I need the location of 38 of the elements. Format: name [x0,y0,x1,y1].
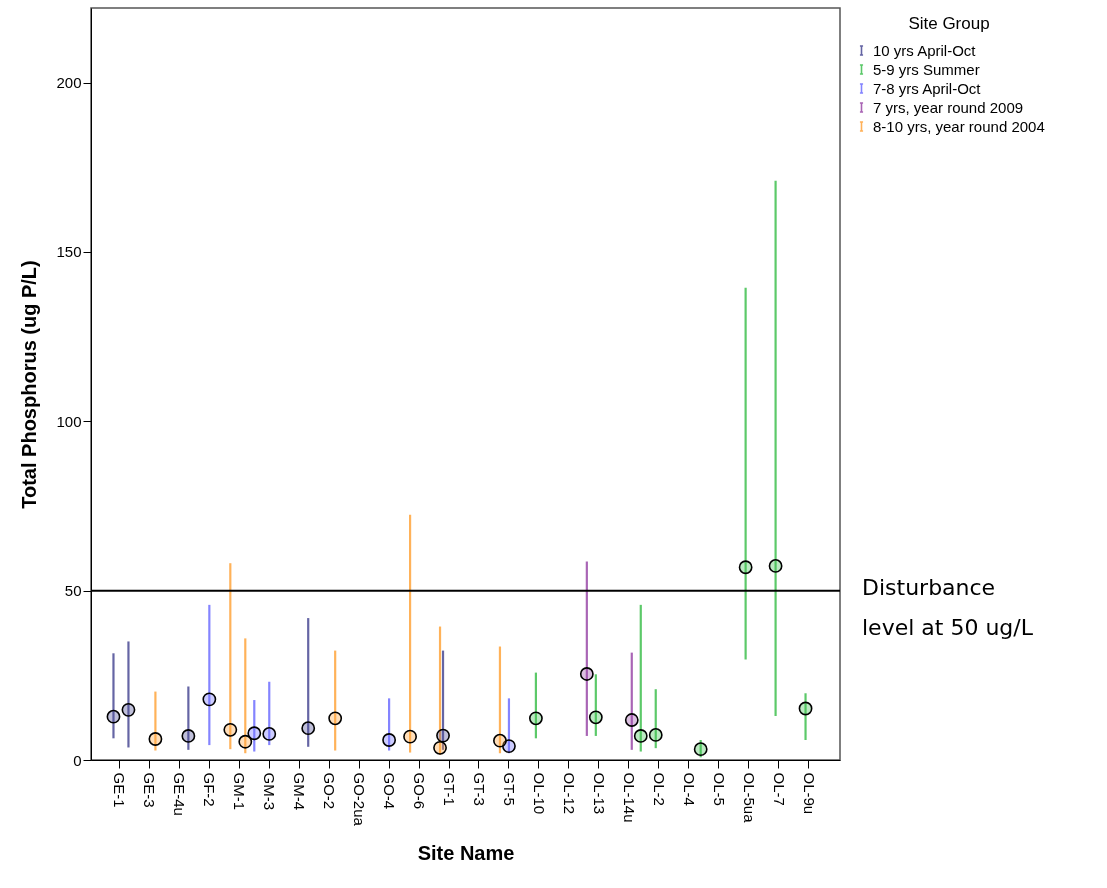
y-tick-label: 150 [56,243,82,261]
x-tick-label: GM-1 [231,772,249,810]
x-tick-label: GE-3 [141,772,159,808]
x-tick-label: GT-3 [470,772,488,806]
x-tick-label: GO-2ua [351,772,369,827]
x-tick-label: OL-12 [560,772,578,815]
x-tick-label: OL-13 [590,772,608,815]
ref-line-label: Disturbance level at 50 ug/L [862,574,1034,640]
x-tick-label: OL-2 [650,772,668,806]
x-tick-label: GO-4 [381,772,399,810]
x-tick-label: GM-3 [261,772,279,810]
legend-title: Site Group [908,14,990,33]
x-tick-label: GE-1 [111,772,129,808]
x-tick-label: GO-6 [411,772,429,810]
x-tick-label: GT-5 [500,772,518,806]
x-tick-label: GE-4u [171,772,189,816]
y-tick-label: 0 [73,751,82,769]
x-tick-label: OL-5ua [740,772,758,824]
x-tick-label: GM-4 [291,772,309,810]
legend-label: 7 yrs, year round 2009 [873,98,1024,116]
x-tick-label: OL-9u [800,772,818,815]
y-tick-label: 200 [56,74,82,92]
legend-label: 8-10 yrs, year round 2004 [873,117,1045,135]
y-tick-label: 50 [64,582,82,600]
y-axis-title: Total Phosphorus (ug P/L) [18,260,41,509]
legend-label: 7-8 yrs April-Oct [873,79,982,97]
x-tick-label: OL-7 [770,772,788,806]
x-tick-label: OL-4 [680,772,698,806]
legend-label: 5-9 yrs Summer [873,60,980,78]
x-tick-label: OL-14u [620,772,638,823]
x-tick-label: OL-10 [530,772,548,815]
x-tick-label: GT-1 [441,772,459,806]
legend-label: 10 yrs April-Oct [873,41,977,59]
y-tick-label: 100 [56,412,82,430]
x-tick-label: GF-2 [201,772,219,807]
x-tick-label: OL-5 [710,772,728,806]
x-tick-label: GO-2 [321,772,339,810]
x-axis-title: Site Name [417,841,515,864]
